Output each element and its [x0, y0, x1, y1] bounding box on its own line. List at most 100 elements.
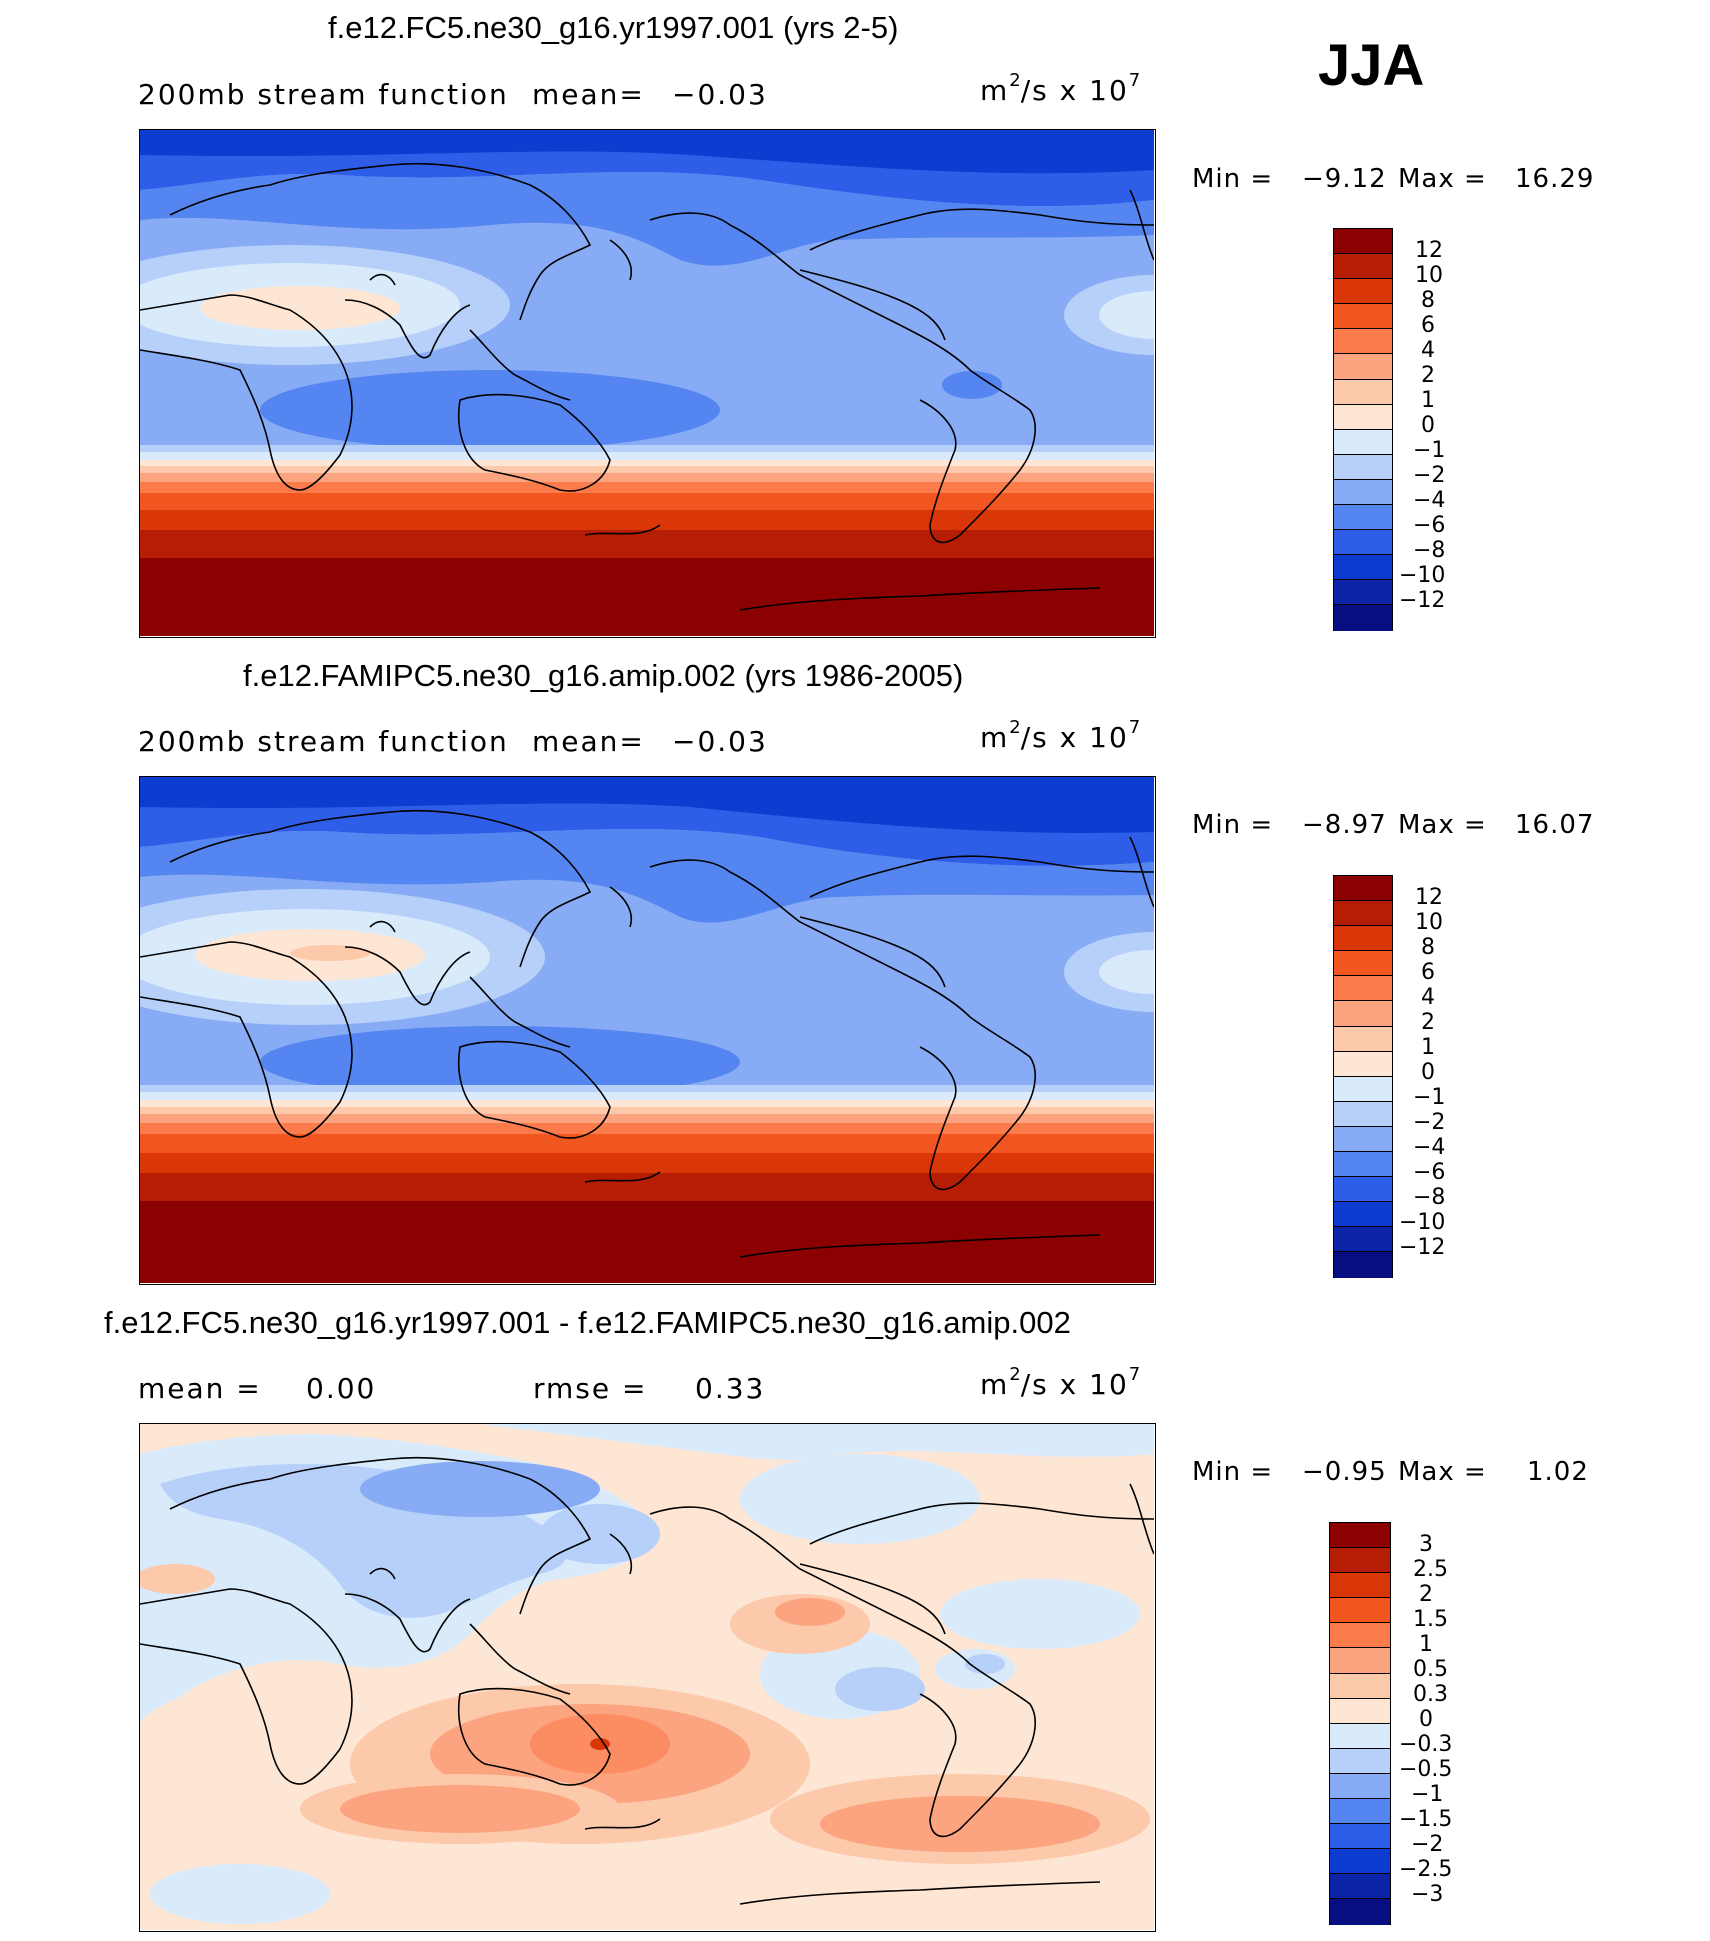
colorbar-label: 2: [1421, 1010, 1435, 1035]
colorbar-seg: [1334, 329, 1392, 355]
colorbar-label: 4: [1421, 338, 1435, 363]
colorbar-seg: [1330, 1824, 1390, 1850]
colorbar-seg: [1334, 304, 1392, 330]
colorbar-label: 6: [1421, 960, 1435, 985]
colorbar-label: 12: [1415, 238, 1443, 263]
colorbar-seg: [1334, 1101, 1392, 1127]
panel1-min-label: Min =: [1192, 164, 1274, 194]
panel1-map: [139, 129, 1156, 638]
panel1-mean-value: −0.03: [672, 78, 768, 111]
panel1-units: m2/s x 107: [980, 70, 1141, 107]
panel3-rmse-value: 0.33: [695, 1372, 766, 1405]
colorbar-seg: [1334, 1252, 1392, 1278]
colorbar-label: −2.5: [1399, 1857, 1453, 1882]
panel1-title: f.e12.FC5.ne30_g16.yr1997.001 (yrs 2-5): [328, 10, 899, 45]
colorbar-seg: [1334, 1202, 1392, 1228]
panel1-min-value: −9.12: [1302, 164, 1387, 194]
colorbar-label: 1.5: [1413, 1607, 1448, 1632]
panel2-mean-value: −0.03: [672, 725, 768, 758]
colorbar-seg: [1334, 429, 1392, 455]
panel1-max-value: 16.29: [1515, 164, 1595, 194]
colorbar-label: 0.3: [1413, 1682, 1448, 1707]
colorbar-seg: [1334, 1126, 1392, 1153]
colorbar-label: 2.5: [1413, 1557, 1448, 1582]
panel3-rmse-label: rmse =: [533, 1372, 648, 1405]
colorbar-seg: [1334, 605, 1392, 631]
colorbar-seg: [1334, 354, 1392, 380]
panel2-coastlines: [140, 809, 1154, 1258]
panel3-title: f.e12.FC5.ne30_g16.yr1997.001 - f.e12.FA…: [104, 1305, 1071, 1340]
colorbar-seg: [1334, 379, 1392, 405]
colorbar-label: −3: [1411, 1882, 1444, 1907]
colorbar-seg: [1330, 1723, 1390, 1749]
colorbar-label: −12: [1399, 1235, 1446, 1260]
colorbar-label: −1.5: [1399, 1807, 1453, 1832]
panel3-units: m2/s x 107: [980, 1364, 1141, 1401]
panel3-colorbar: [1329, 1522, 1391, 1925]
colorbar-seg: [1334, 951, 1392, 977]
colorbar-seg: [1334, 926, 1392, 952]
colorbar-seg: [1334, 229, 1392, 255]
panel3-max-label: Max =: [1398, 1457, 1487, 1487]
colorbar-label: −8: [1413, 538, 1446, 563]
panel2-max-label: Max =: [1398, 810, 1487, 840]
colorbar-seg: [1334, 1152, 1392, 1178]
colorbar-label: 12: [1415, 885, 1443, 910]
panel3-mean-label: mean =: [138, 1372, 262, 1405]
colorbar-label: 6: [1421, 313, 1435, 338]
colorbar-seg: [1334, 254, 1392, 280]
colorbar-seg: [1330, 1748, 1390, 1774]
colorbar-seg: [1330, 1648, 1390, 1674]
colorbar-label: −10: [1399, 1210, 1446, 1235]
colorbar-seg: [1334, 1026, 1392, 1052]
panel3-mean-value: 0.00: [306, 1372, 377, 1405]
colorbar-label: −1: [1413, 1085, 1446, 1110]
panel2-map: [139, 776, 1156, 1285]
panel1-field-label: 200mb stream function: [138, 78, 509, 111]
panel3-contour-field: [140, 1424, 1154, 1930]
panel1-max-label: Max =: [1398, 164, 1487, 194]
colorbar-seg: [1334, 876, 1392, 902]
colorbar-label: 8: [1421, 935, 1435, 960]
colorbar-seg: [1334, 1001, 1392, 1027]
colorbar-label: 2: [1421, 363, 1435, 388]
colorbar-label: 10: [1415, 263, 1443, 288]
colorbar-seg: [1334, 279, 1392, 305]
panel2-field-label: 200mb stream function: [138, 725, 509, 758]
panel1-colorbar: [1333, 228, 1393, 631]
colorbar-seg: [1334, 404, 1392, 430]
colorbar-seg: [1334, 530, 1392, 556]
colorbar-seg: [1330, 1623, 1390, 1649]
colorbar-label: 10: [1415, 910, 1443, 935]
colorbar-label: 0.5: [1413, 1657, 1448, 1682]
colorbar-seg: [1330, 1523, 1390, 1549]
colorbar-label: 0: [1421, 413, 1435, 438]
colorbar-label: 0: [1421, 1060, 1435, 1085]
colorbar-label: −2: [1413, 463, 1446, 488]
colorbar-label: 0: [1419, 1707, 1433, 1732]
colorbar-label: −4: [1413, 488, 1446, 513]
colorbar-seg: [1334, 901, 1392, 927]
colorbar-seg: [1330, 1799, 1390, 1825]
colorbar-seg: [1330, 1773, 1390, 1800]
panel2-max-value: 16.07: [1515, 810, 1595, 840]
colorbar-label: 8: [1421, 288, 1435, 313]
colorbar-seg: [1330, 1673, 1390, 1699]
colorbar-label: 1: [1419, 1632, 1433, 1657]
colorbar-seg: [1330, 1573, 1390, 1599]
colorbar-seg: [1330, 1849, 1390, 1875]
colorbar-label: −12: [1399, 588, 1446, 613]
colorbar-seg: [1334, 454, 1392, 480]
panel2-mean-label: mean=: [532, 725, 645, 758]
colorbar-label: 1: [1421, 388, 1435, 413]
panel2-units: m2/s x 107: [980, 717, 1141, 754]
colorbar-label: 2: [1419, 1582, 1433, 1607]
panel3-map: [139, 1423, 1156, 1932]
panel2-min-label: Min =: [1192, 810, 1274, 840]
panel1-coastlines: [140, 162, 1154, 611]
panel2-contour-field: [140, 777, 1154, 1283]
season-label: JJA: [1318, 33, 1425, 98]
colorbar-seg: [1334, 1051, 1392, 1077]
colorbar-seg: [1334, 1177, 1392, 1203]
colorbar-seg: [1334, 479, 1392, 506]
